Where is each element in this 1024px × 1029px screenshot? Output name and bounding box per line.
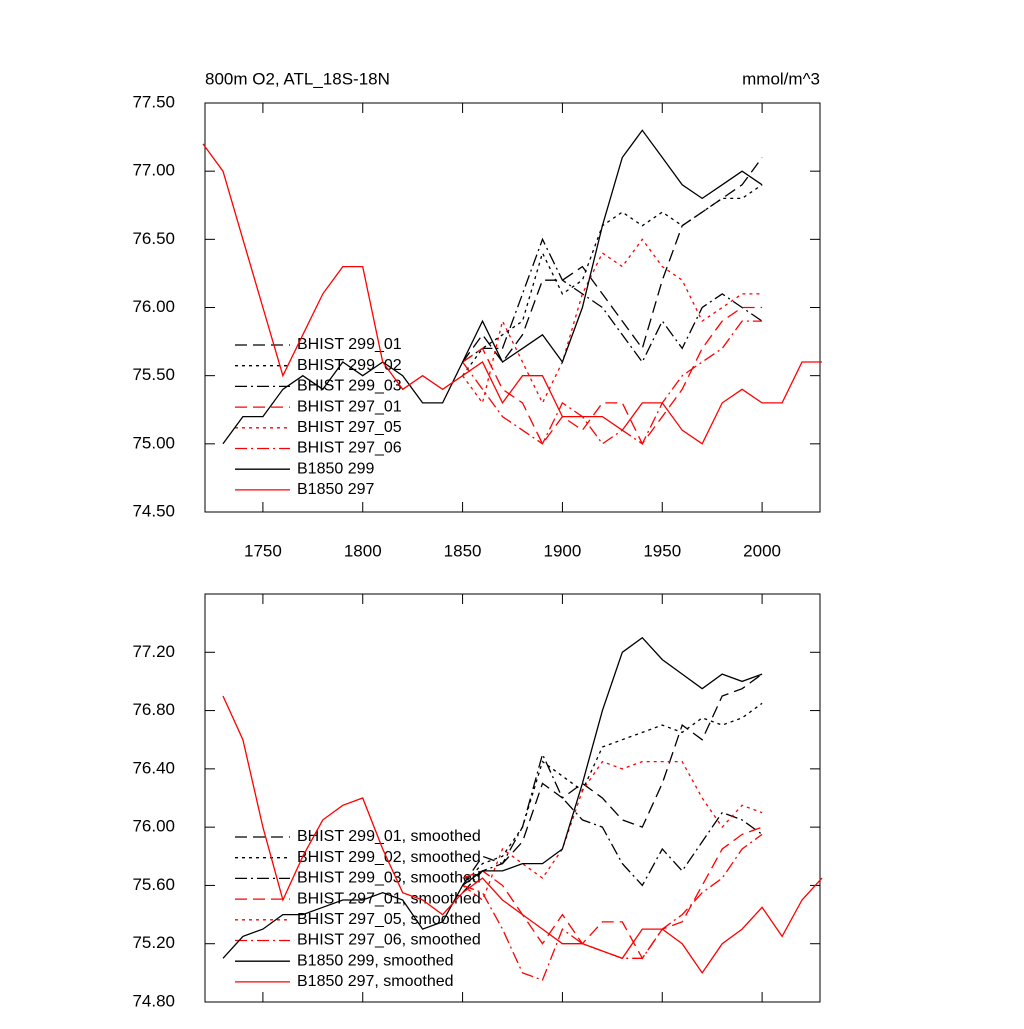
legend-label: BHIST 299_02, smoothed — [297, 849, 481, 866]
y-tick-label: 76.50 — [132, 229, 175, 248]
series-line — [462, 752, 763, 894]
series-line — [462, 673, 763, 886]
y-tick-label: 75.00 — [132, 433, 175, 452]
x-tick-label: 1750 — [244, 541, 282, 560]
y-tick-label: 76.00 — [132, 817, 175, 836]
legend-label: B1850 299, smoothed — [297, 952, 454, 969]
y-tick-label: 77.00 — [132, 161, 175, 180]
y-tick-label: 74.50 — [132, 501, 175, 520]
x-tick-label: 1900 — [544, 541, 582, 560]
series-line — [462, 320, 763, 445]
legend-label: BHIST 297_05 — [297, 419, 402, 436]
units-label: mmol/m^3 — [742, 69, 820, 88]
legend-label: BHIST 299_03, smoothed — [297, 870, 481, 887]
series-line — [222, 129, 763, 445]
series-line — [462, 184, 763, 377]
y-tick-label: 76.00 — [132, 297, 175, 316]
legend-label: B1850 299 — [297, 460, 375, 477]
legend-label: B1850 297 — [297, 481, 375, 498]
legend-label: BHIST 297_05, smoothed — [297, 911, 481, 928]
series-line — [462, 833, 763, 981]
x-tick-label: 2000 — [743, 541, 781, 560]
y-tick-label: 75.20 — [132, 933, 175, 952]
series-line — [462, 306, 763, 446]
legend-label: BHIST 297_01 — [297, 398, 402, 415]
series-line — [202, 143, 822, 445]
series-line — [462, 237, 763, 364]
series-line — [462, 760, 763, 902]
chart-title: 800m O2, ATL_18S-18N — [205, 69, 390, 88]
x-tick-label: 1950 — [643, 541, 681, 560]
series-line — [222, 636, 763, 959]
legend-label: BHIST 297_06, smoothed — [297, 932, 481, 949]
y-tick-label: 75.50 — [132, 365, 175, 384]
y-tick-label: 75.60 — [132, 875, 175, 894]
y-tick-label: 76.80 — [132, 700, 175, 719]
legend-label: BHIST 299_03 — [297, 378, 402, 395]
series-line — [462, 826, 763, 960]
series-line — [222, 695, 823, 975]
y-tick-label: 76.40 — [132, 758, 175, 777]
x-tick-label: 1850 — [444, 541, 482, 560]
y-tick-label: 74.80 — [132, 991, 175, 1010]
plot-frame — [204, 593, 821, 1003]
legend-label: BHIST 297_01, smoothed — [297, 890, 481, 907]
legend-label: BHIST 299_01 — [297, 336, 402, 353]
series-line — [462, 238, 763, 405]
legend-label: BHIST 297_06 — [297, 440, 402, 457]
legend-label: B1850 297, smoothed — [297, 973, 454, 990]
legend-label: BHIST 299_01, smoothed — [297, 828, 481, 845]
y-tick-label: 77.50 — [132, 92, 175, 111]
series-line — [462, 702, 763, 886]
x-tick-label: 1800 — [344, 541, 382, 560]
legend-label: BHIST 299_02 — [297, 357, 402, 374]
y-tick-label: 77.20 — [132, 642, 175, 661]
